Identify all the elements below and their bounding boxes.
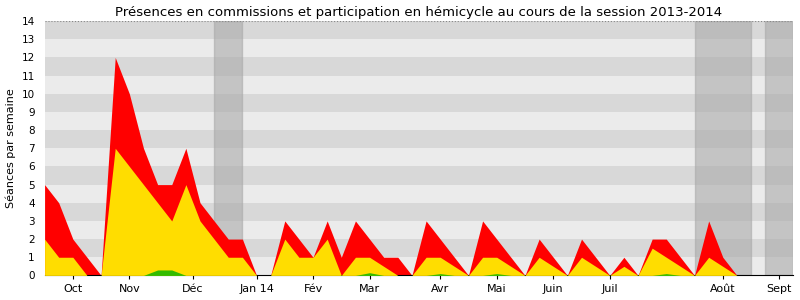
Bar — [45, 57, 794, 76]
Y-axis label: Séances par semaine: Séances par semaine — [6, 88, 16, 208]
Bar — [45, 39, 794, 57]
Bar — [45, 148, 794, 166]
Bar — [45, 130, 794, 148]
Bar — [45, 167, 794, 184]
Bar — [45, 203, 794, 221]
Bar — [694, 21, 751, 275]
Bar — [45, 21, 794, 39]
Bar — [45, 239, 794, 257]
Bar — [45, 76, 794, 94]
Title: Présences en commissions et participation en hémicycle au cours de la session 20: Présences en commissions et participatio… — [115, 6, 722, 19]
Bar — [45, 184, 794, 203]
Bar — [45, 221, 794, 239]
Bar — [45, 94, 794, 112]
Bar — [45, 112, 794, 130]
Bar — [214, 21, 242, 275]
Bar — [45, 257, 794, 275]
Bar — [765, 21, 794, 275]
